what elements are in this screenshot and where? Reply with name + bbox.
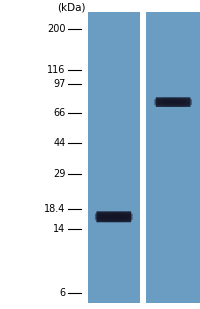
FancyBboxPatch shape xyxy=(156,97,191,107)
FancyBboxPatch shape xyxy=(158,99,189,106)
FancyBboxPatch shape xyxy=(96,211,131,222)
Bar xyxy=(146,12,200,303)
FancyBboxPatch shape xyxy=(98,214,129,219)
Text: 29: 29 xyxy=(53,169,66,180)
Bar xyxy=(88,12,140,303)
Text: 14: 14 xyxy=(53,224,66,234)
FancyBboxPatch shape xyxy=(95,214,133,220)
FancyBboxPatch shape xyxy=(154,99,192,105)
FancyBboxPatch shape xyxy=(102,212,126,222)
Text: 18.4: 18.4 xyxy=(44,204,66,214)
FancyBboxPatch shape xyxy=(161,98,185,106)
Text: 66: 66 xyxy=(53,108,66,118)
FancyBboxPatch shape xyxy=(164,97,182,107)
FancyBboxPatch shape xyxy=(158,100,189,104)
Text: 97: 97 xyxy=(53,79,66,89)
FancyBboxPatch shape xyxy=(95,213,133,220)
FancyBboxPatch shape xyxy=(98,213,129,221)
FancyBboxPatch shape xyxy=(154,99,192,105)
FancyBboxPatch shape xyxy=(164,101,182,103)
Text: (kDa): (kDa) xyxy=(57,2,85,12)
Text: 200: 200 xyxy=(47,24,66,35)
FancyBboxPatch shape xyxy=(105,216,122,218)
Text: 44: 44 xyxy=(53,138,66,148)
FancyBboxPatch shape xyxy=(102,215,126,218)
FancyBboxPatch shape xyxy=(161,100,185,104)
Text: 6: 6 xyxy=(59,288,66,298)
FancyBboxPatch shape xyxy=(105,212,122,222)
Text: 116: 116 xyxy=(47,66,66,75)
